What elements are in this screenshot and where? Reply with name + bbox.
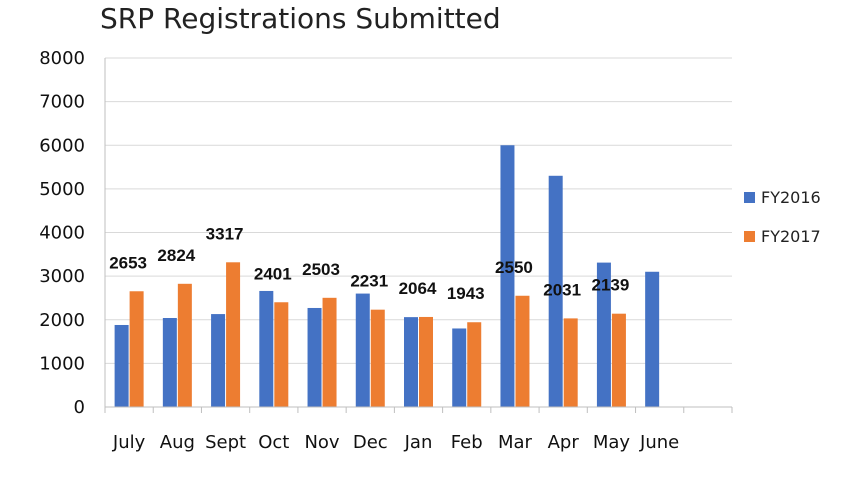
legend-swatch-FY2017: [744, 231, 755, 242]
bar-FY2017-Oct: [274, 302, 289, 407]
y-tick-label-8000: 8000: [39, 48, 85, 69]
x-category-label-May: May: [593, 432, 631, 453]
y-tick-label-7000: 7000: [39, 92, 85, 113]
bar-FY2016-Nov: [307, 307, 322, 407]
y-tick-label-2000: 2000: [39, 310, 85, 331]
gridlines: [105, 57, 732, 364]
y-tick-label-5000: 5000: [39, 179, 85, 200]
bar-FY2016-Mar: [500, 145, 515, 407]
bar-FY2016-June: [645, 271, 660, 407]
data-label-FY2017-Aug: 2824: [157, 246, 195, 265]
bar-FY2016-Oct: [259, 290, 274, 407]
y-tick-label-6000: 6000: [39, 135, 85, 156]
chart-title: SRP Registrations Submitted: [100, 2, 501, 35]
bar-FY2016-Dec: [355, 293, 370, 407]
x-category-label-Dec: Dec: [353, 432, 388, 453]
data-label-FY2017-Sept: 3317: [206, 224, 244, 243]
bar-FY2017-Feb: [467, 322, 482, 407]
bar-FY2017-Nov: [322, 297, 337, 407]
bar-FY2017-Mar: [515, 295, 530, 407]
x-category-label-Sept: Sept: [205, 432, 246, 453]
bar-FY2016-Sept: [211, 314, 226, 407]
x-category-label-Nov: Nov: [304, 432, 339, 453]
legend: FY2016 FY2017: [744, 188, 821, 246]
bar-FY2016-Aug: [162, 318, 177, 407]
y-tick-label-4000: 4000: [39, 223, 85, 244]
x-axis-category-labels: July Aug Sept Oct Nov Dec Jan Feb Mar Apr May June: [112, 432, 679, 453]
data-label-FY2017-Apr: 2031: [543, 280, 581, 299]
x-category-label-Aug: Aug: [160, 432, 195, 453]
bar-FY2017-Sept: [226, 262, 241, 407]
bar-FY2017-May: [611, 313, 626, 407]
bar-FY2016-July: [114, 324, 129, 407]
data-label-FY2017-Nov: 2503: [302, 260, 340, 279]
y-tick-label-1000: 1000: [39, 353, 85, 374]
data-label-FY2017-Jan: 2064: [399, 279, 437, 298]
y-axis-tick-labels: 0 1000 2000 3000 4000 5000 6000 7000 8000: [39, 48, 85, 418]
data-label-FY2017-Dec: 2231: [350, 272, 388, 291]
legend-label-FY2016: FY2016: [761, 188, 821, 207]
legend-label-FY2017: FY2017: [761, 227, 821, 246]
data-label-FY2017-Feb: 1943: [447, 284, 485, 303]
y-tick-label-3000: 3000: [39, 266, 85, 287]
x-category-label-Apr: Apr: [548, 432, 580, 453]
bar-FY2017-Apr: [563, 318, 578, 407]
bar-FY2017-Jan: [419, 316, 433, 407]
data-label-FY2017-July: 2653: [109, 253, 147, 272]
data-labels: 2653 2824 3317 2401 2503 2231 2064 1943 2550 2031…: [109, 224, 629, 303]
axes: [104, 58, 733, 413]
bar-FY2016-Jan: [404, 317, 418, 407]
bar-FY2016-Apr: [548, 175, 563, 407]
bar-FY2017-Aug: [177, 283, 192, 407]
x-category-label-Feb: Feb: [451, 432, 483, 453]
y-tick-label-0: 0: [74, 397, 85, 418]
x-category-label-June: June: [639, 432, 679, 453]
data-label-FY2017-May: 2139: [592, 276, 630, 295]
x-category-label-Mar: Mar: [498, 432, 533, 453]
bar-FY2017-Dec: [370, 309, 385, 407]
legend-swatch-FY2016: [744, 192, 755, 203]
data-label-FY2017-Mar: 2550: [495, 258, 533, 277]
x-category-label-Jan: Jan: [404, 432, 433, 453]
x-category-label-Oct: Oct: [258, 432, 289, 453]
data-label-FY2017-Oct: 2401: [254, 264, 292, 283]
bar-FY2016-Feb: [452, 328, 467, 407]
bar-FY2017-July: [129, 291, 144, 407]
x-category-label-July: July: [112, 432, 146, 453]
bar-FY2016-May: [596, 262, 611, 407]
bars: [114, 145, 660, 407]
